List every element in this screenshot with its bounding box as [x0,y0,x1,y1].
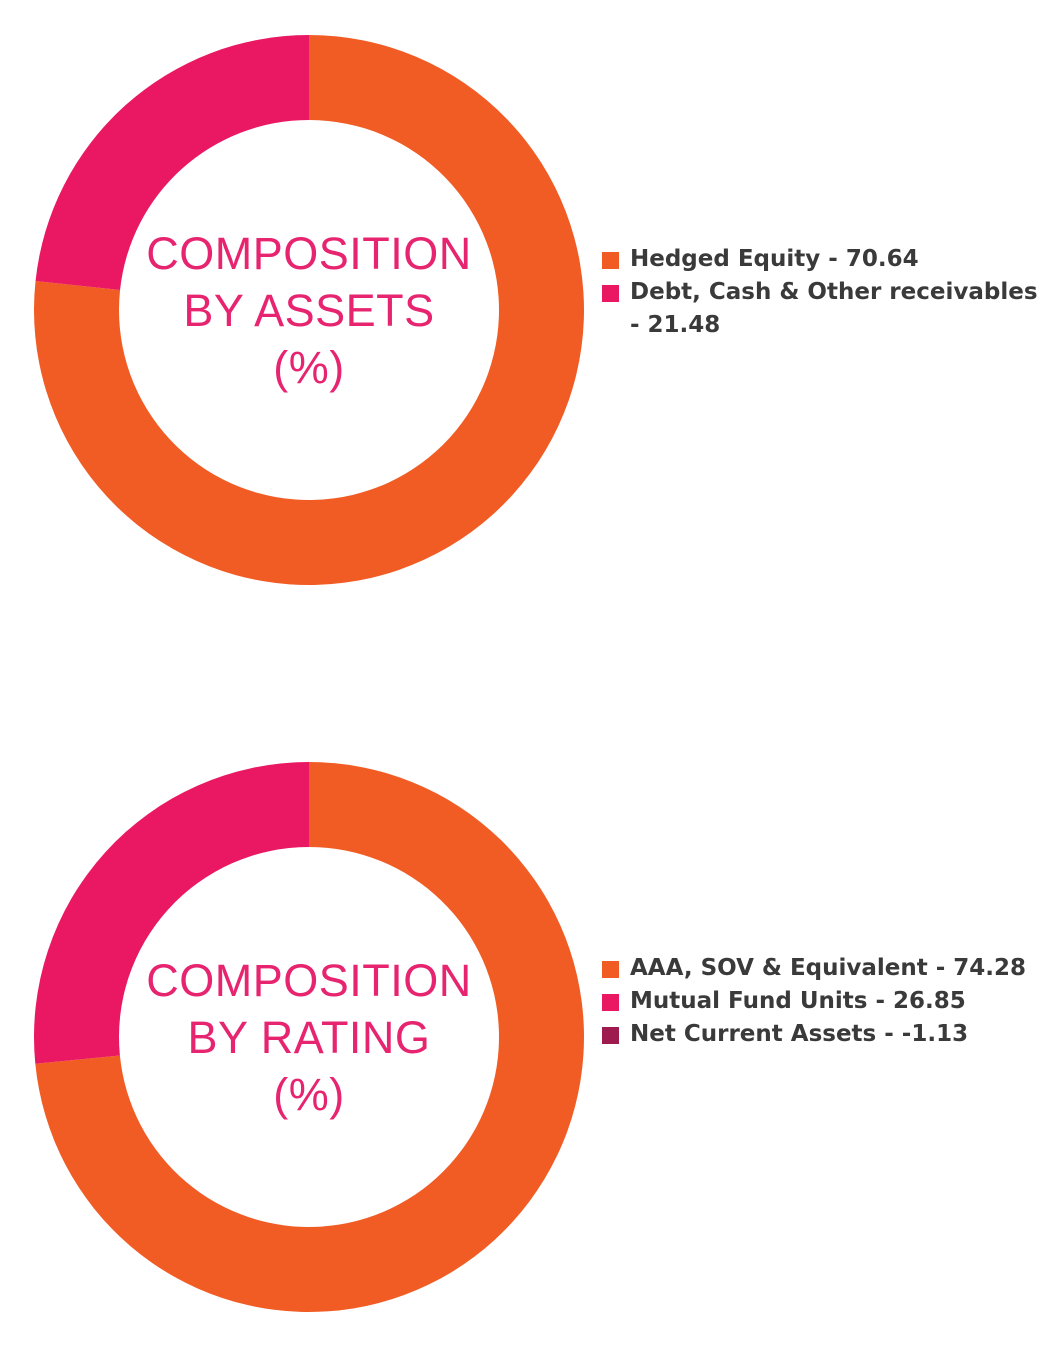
legend-item-mutual-fund-units: Mutual Fund Units - 26.85 [602,985,1042,1018]
legend-label: Mutual Fund Units - 26.85 [630,988,966,1014]
legend-swatch [602,285,619,302]
legend-swatch [602,1027,619,1044]
legend-item-debt-cash: Debt, Cash & Other receivables - 21.48 [602,276,1042,342]
rating-donut-chart: COMPOSITION BY RATING (%) [34,762,584,1312]
rating-legend: AAA, SOV & Equivalent - 74.28 Mutual Fun… [602,952,1042,1051]
legend-label: Net Current Assets - -1.13 [630,1021,969,1047]
assets-chart-title: COMPOSITION BY ASSETS (%) [34,35,584,585]
legend-item-net-current-assets: Net Current Assets - -1.13 [602,1018,1042,1051]
rating-donut-svg [34,762,584,1312]
rating-title-line-2: BY RATING [187,1011,431,1063]
legend-swatch [602,961,619,978]
legend-swatch [602,252,619,269]
assets-title-line-2: BY ASSETS [183,284,435,336]
assets-donut-svg [34,35,584,585]
donut-slice-debt-cash-other-receivables [35,35,309,290]
rating-title-line-1: COMPOSITION [146,954,472,1006]
donut-slice-aaa-sov-equivalent [35,762,584,1312]
legend-item-aaa-sov: AAA, SOV & Equivalent - 74.28 [602,952,1042,985]
legend-swatch [602,994,619,1011]
assets-legend: Hedged Equity - 70.64 Debt, Cash & Other… [602,243,1042,342]
donut-slice-hedged-equity [34,35,584,585]
rating-chart-title: COMPOSITION BY RATING (%) [34,762,584,1312]
rating-title-line-3: (%) [273,1068,345,1120]
legend-item-hedged-equity: Hedged Equity - 70.64 [602,243,1042,276]
legend-label: AAA, SOV & Equivalent - 74.28 [630,955,1027,981]
legend-label: Hedged Equity - 70.64 [630,246,919,272]
assets-title-line-3: (%) [273,341,345,393]
assets-donut-chart: COMPOSITION BY ASSETS (%) [34,35,584,585]
assets-title-line-1: COMPOSITION [146,227,472,279]
legend-label: Debt, Cash & Other receivables - 21.48 [630,279,1038,338]
donut-slice-mutual-fund-units [34,762,309,1064]
